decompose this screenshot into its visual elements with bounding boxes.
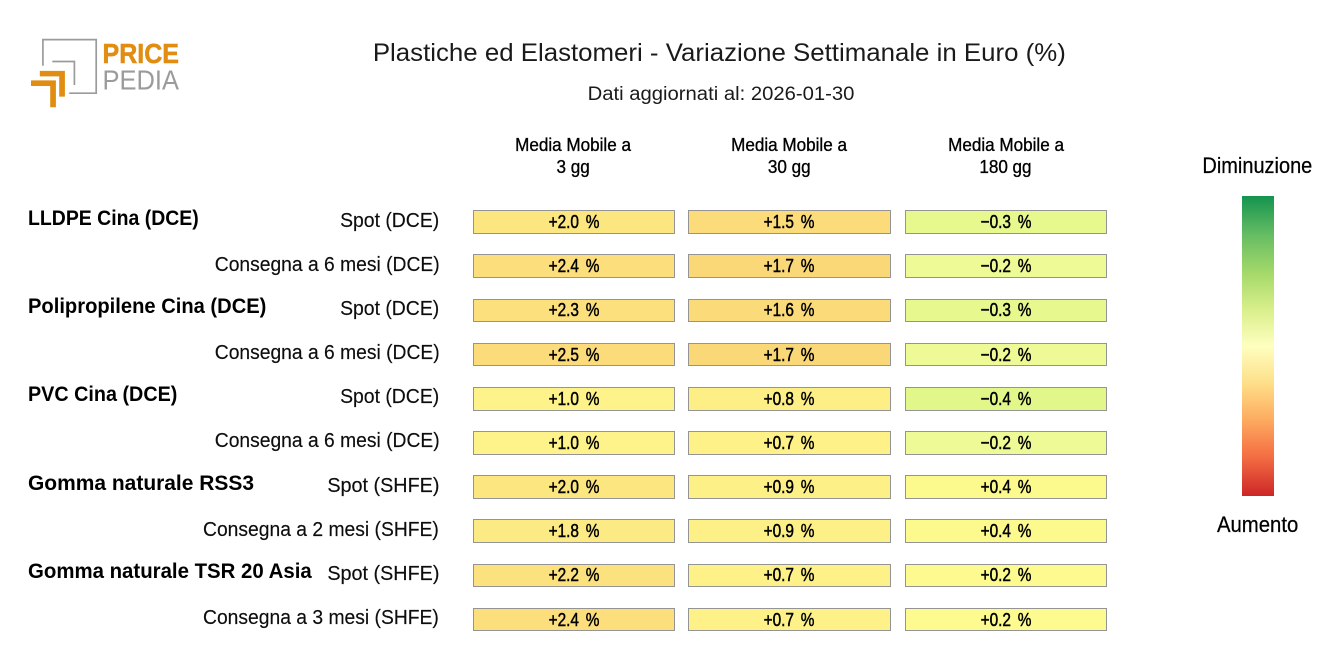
svg-text:PRICE: PRICE (103, 38, 180, 69)
svg-text:PEDIA: PEDIA (103, 65, 180, 96)
